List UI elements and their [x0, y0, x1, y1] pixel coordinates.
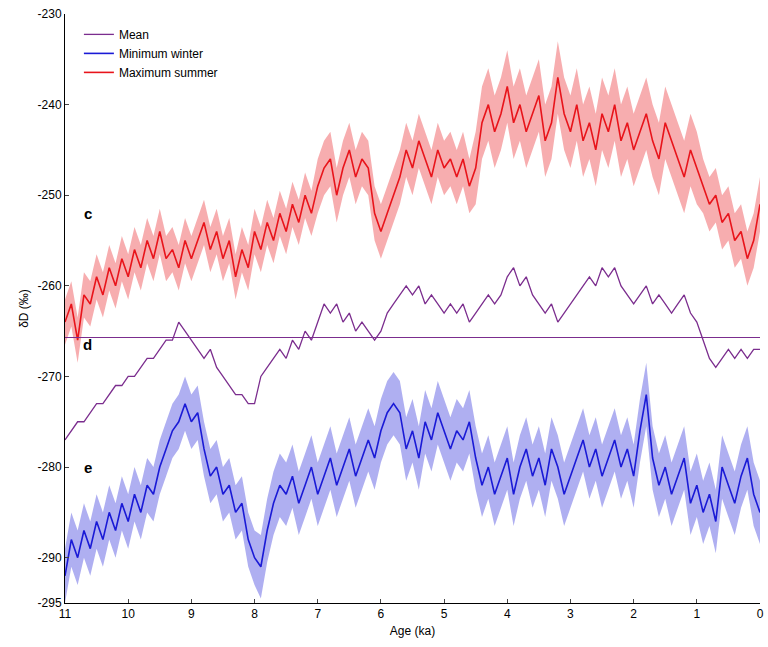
svg-text:Minimum winter: Minimum winter — [119, 47, 203, 61]
svg-text:-240: -240 — [38, 98, 62, 112]
svg-text:11: 11 — [59, 607, 72, 621]
svg-text:4: 4 — [504, 607, 511, 621]
svg-text:c: c — [84, 205, 92, 222]
svg-text:-280: -280 — [38, 460, 62, 474]
svg-text:d: d — [83, 336, 92, 353]
svg-text:-290: -290 — [38, 551, 62, 565]
svg-text:e: e — [84, 459, 92, 476]
svg-text:7: 7 — [314, 607, 321, 621]
svg-text:3: 3 — [567, 607, 574, 621]
svg-text:5: 5 — [441, 607, 448, 621]
svg-text:-250: -250 — [38, 188, 62, 202]
svg-text:Mean: Mean — [119, 28, 149, 42]
svg-text:9: 9 — [188, 607, 195, 621]
svg-text:Age (ka): Age (ka) — [390, 624, 435, 638]
svg-text:δD (‰): δD (‰) — [17, 289, 31, 328]
svg-text:-295: -295 — [38, 596, 62, 610]
svg-text:8: 8 — [251, 607, 258, 621]
svg-text:-260: -260 — [38, 279, 62, 293]
svg-text:1: 1 — [693, 607, 700, 621]
svg-text:2: 2 — [630, 607, 637, 621]
svg-text:10: 10 — [122, 607, 136, 621]
svg-text:-270: -270 — [38, 370, 62, 384]
svg-text:Maximum summer: Maximum summer — [119, 66, 218, 80]
svg-text:0: 0 — [757, 607, 764, 621]
svg-text:-230: -230 — [38, 7, 62, 21]
svg-text:6: 6 — [378, 607, 385, 621]
